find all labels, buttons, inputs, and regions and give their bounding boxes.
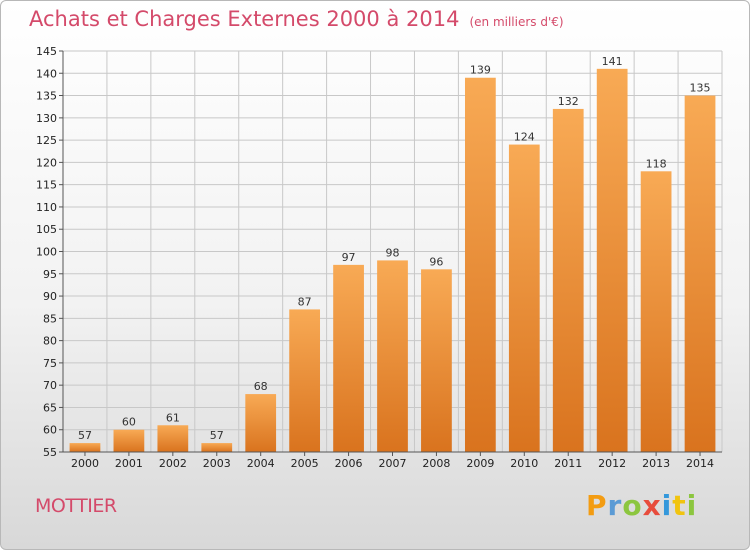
- x-tick-label: 2014: [686, 457, 714, 470]
- data-label-2005: 87: [298, 295, 312, 308]
- y-tick-label: 125: [36, 134, 57, 147]
- y-tick-label: 80: [43, 335, 57, 348]
- bar-2008: [421, 269, 452, 452]
- bars: [69, 68, 716, 453]
- data-label-2001: 60: [122, 416, 136, 429]
- x-tick-label: 2000: [71, 457, 99, 470]
- data-label-2012: 141: [602, 55, 623, 68]
- x-tick-label: 2013: [642, 457, 670, 470]
- bar-2011: [552, 108, 584, 452]
- y-tick-label: 60: [43, 424, 57, 437]
- x-tick-label: 2001: [115, 457, 143, 470]
- data-labels: 57 60 61 57 68 87 97 98 96 139 124 132 141 118 135: [78, 55, 711, 442]
- data-label-2014: 135: [690, 82, 711, 95]
- x-tick-label: 2003: [203, 457, 231, 470]
- bar-2003: [201, 443, 233, 452]
- y-tick-label: 105: [36, 223, 57, 236]
- y-tick-label: 135: [36, 90, 57, 103]
- data-label-2011: 132: [558, 95, 579, 108]
- bar-2006: [333, 264, 364, 452]
- bar-2007: [377, 260, 408, 452]
- x-tick-label: 2007: [379, 457, 407, 470]
- y-tick-label: 110: [36, 201, 57, 214]
- place-name: MOTTIER: [35, 495, 117, 517]
- x-tick-label: 2008: [422, 457, 450, 470]
- y-tick-label: 55: [43, 446, 57, 459]
- x-tick-label: 2006: [335, 457, 363, 470]
- x-tick-label: 2005: [291, 457, 319, 470]
- y-tick-label: 145: [36, 45, 57, 58]
- y-tick-label: 75: [43, 357, 57, 370]
- axes: 55 60 65 70 75 80 85 90 95 100 105 110 115 120 125 130 1…: [36, 45, 722, 470]
- bar-2014: [684, 95, 716, 453]
- bar-2002: [157, 425, 189, 452]
- bar-2013: [640, 171, 672, 453]
- y-tick-label: 90: [43, 290, 57, 303]
- y-tick-label: 115: [36, 179, 57, 192]
- x-tick-label: 2011: [554, 457, 582, 470]
- y-tick-label: 70: [43, 379, 57, 392]
- y-tick-label: 65: [43, 401, 57, 414]
- bar-2004: [245, 394, 277, 452]
- y-tick-label: 85: [43, 312, 57, 325]
- x-tick-label: 2009: [466, 457, 494, 470]
- data-label-2013: 118: [646, 157, 667, 170]
- data-label-2010: 124: [514, 131, 535, 144]
- bar-2005: [289, 309, 321, 452]
- data-label-2008: 96: [429, 255, 443, 268]
- y-tick-label: 95: [43, 268, 57, 281]
- chart-subtitle: (en milliers d'€): [469, 15, 564, 29]
- y-tick-label: 130: [36, 112, 57, 125]
- x-tick-label: 2002: [159, 457, 187, 470]
- x-tick-label: 2004: [247, 457, 275, 470]
- data-label-2003: 57: [210, 429, 224, 442]
- bar-2012: [596, 68, 628, 453]
- y-tick-label: 120: [36, 156, 57, 169]
- proxiti-logo: Proxiti: [586, 489, 698, 522]
- bar-2009: [464, 77, 496, 452]
- x-tick-label: 2012: [598, 457, 626, 470]
- bar-2010: [508, 144, 540, 453]
- x-tick-label: 2010: [510, 457, 538, 470]
- data-label-2004: 68: [254, 380, 268, 393]
- data-label-2000: 57: [78, 429, 92, 442]
- y-tick-label: 100: [36, 246, 57, 259]
- chart-title: Achats et Charges Externes 2000 à 2014 (e…: [29, 7, 564, 31]
- bar-2000: [69, 443, 101, 452]
- bar-2001: [113, 429, 145, 452]
- data-label-2002: 61: [166, 411, 180, 424]
- data-label-2009: 139: [470, 64, 491, 77]
- data-label-2006: 97: [342, 251, 356, 264]
- y-tick-label: 140: [36, 67, 57, 80]
- data-label-2007: 98: [386, 246, 400, 259]
